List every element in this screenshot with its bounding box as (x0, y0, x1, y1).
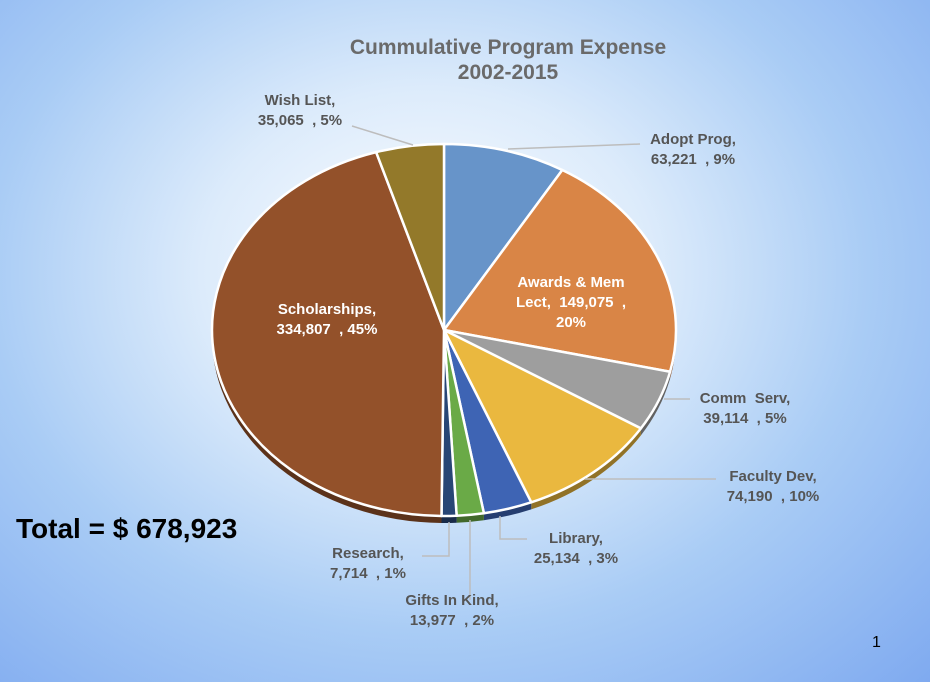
leader-line-research (422, 522, 450, 557)
slice-faculty-dev (442, 328, 643, 504)
slice-wish-list (374, 142, 446, 332)
slice-scholarships (210, 150, 446, 518)
pie-slices (210, 142, 678, 523)
data-label-comm-serv: Comm Serv, 39,114 , 5% (700, 390, 791, 427)
data-label-research: Research, 7,714 , 1% (330, 545, 406, 582)
slice-side-faculty-dev (531, 428, 641, 510)
data-label-gifts-in-kind: Gifts In Kind, 13,977 , 2% (405, 592, 498, 629)
data-label-faculty-dev: Faculty Dev, 74,190 , 10% (727, 468, 820, 505)
data-label-wish-list: Wish List, 35,065 , 5% (258, 92, 342, 129)
chart-title: Cummulative Program Expense (350, 36, 666, 59)
data-label-awards-mem-lect: Awards & Mem Lect, 149,075 , 20% (516, 274, 626, 331)
data-label-scholarships: Scholarships, 334,807 , 45% (277, 301, 378, 338)
slice-awards-mem-lect (442, 168, 678, 373)
leader-lines (351, 125, 716, 600)
leader-line-wish-list (351, 125, 414, 146)
data-labels: Adopt Prog, 63,221 , 9% Awards & Mem Lect, … (258, 92, 819, 629)
slice-adopt-prog (442, 142, 564, 332)
data-label-library: Library, 25,134 , 3% (534, 530, 618, 567)
data-label-adopt-prog: Adopt Prog, 63,221 , 9% (650, 131, 736, 168)
slice-side-research (441, 515, 457, 523)
leader-line-adopt-prog (507, 143, 641, 150)
chart-subtitle: 2002-2015 (458, 61, 559, 84)
page-number: 1 (872, 634, 881, 651)
leader-line-library (499, 516, 527, 540)
total-expense-label: Total = $ 678,923 (16, 513, 238, 544)
